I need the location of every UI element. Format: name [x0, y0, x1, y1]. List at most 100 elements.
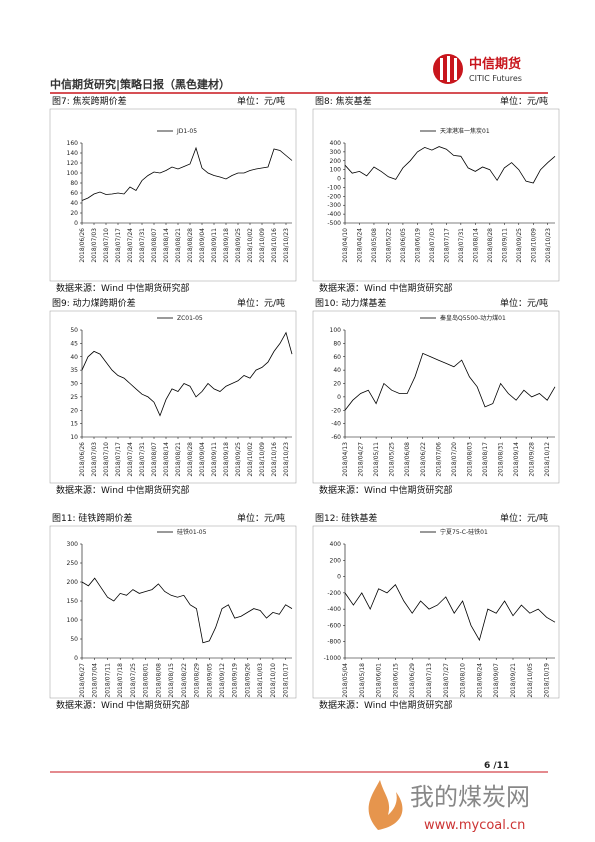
y-tick-label: 160	[67, 140, 79, 147]
x-tick-label: 2018/07/10	[103, 442, 110, 477]
figure-unit: 单位：元/吨	[237, 512, 285, 524]
x-tick-label: 2018/06/15	[392, 663, 399, 698]
x-tick-label: 2018/10/05	[527, 663, 534, 698]
y-tick-label: 35	[70, 367, 78, 374]
y-tick-label: -200	[327, 590, 341, 597]
x-tick-label: 2018/09/21	[510, 663, 517, 698]
x-tick-label: 2018/06/22	[420, 442, 427, 477]
x-tick-label: 2018/06/05	[400, 228, 407, 263]
x-tick-label: 2018/08/08	[155, 663, 162, 698]
y-tick-label: -60	[331, 434, 341, 441]
chart-frame	[49, 310, 297, 484]
x-tick-label: 2018/08/07	[151, 442, 158, 477]
x-tick-label: 2018/10/09	[530, 228, 537, 263]
x-tick-label: 2018/10/16	[271, 228, 278, 263]
y-tick-label: -1000	[324, 655, 342, 662]
y-tick-label: 20	[333, 381, 341, 388]
figure-unit: 单位：元/吨	[500, 297, 548, 309]
y-tick-label: 200	[67, 579, 79, 586]
logo	[433, 54, 463, 84]
x-tick-label: 2018/05/04	[342, 663, 349, 698]
x-tick-label: 2018/07/31	[139, 228, 146, 263]
chart-frame	[312, 525, 560, 699]
watermark-cn: 我的煤炭网	[410, 783, 530, 811]
x-tick-label: 2018/09/25	[516, 228, 523, 263]
legend-label: 秦皇岛Q5500-动力煤01	[440, 314, 506, 322]
figure-title: 图8: 焦炭基差	[315, 95, 372, 107]
watermark-url: www.mycoal.cn	[424, 818, 525, 833]
x-tick-label: 2018/04/10	[342, 228, 349, 263]
x-tick-label: 2018/06/26	[79, 228, 86, 263]
y-tick-label: 60	[70, 190, 78, 197]
x-tick-label: 2018/04/27	[358, 442, 365, 477]
figure-source: 数据来源：Wind 中信期货研究部	[56, 699, 189, 711]
x-tick-label: 2018/09/07	[493, 663, 500, 698]
x-tick-label: 2018/07/06	[435, 442, 442, 477]
x-tick-label: 2018/07/10	[103, 228, 110, 263]
data-line	[81, 331, 293, 417]
x-tick-label: 2018/06/01	[376, 663, 383, 698]
figure-title: 图7: 焦炭跨期价差	[52, 95, 127, 107]
x-tick-label: 2018/08/24	[476, 663, 483, 698]
x-tick-label: 2018/05/11	[373, 442, 380, 477]
y-tick-label: 40	[70, 354, 78, 361]
y-tick-label: 100	[330, 167, 342, 174]
x-tick-label: 2018/08/28	[187, 228, 194, 263]
chart-frame	[49, 108, 297, 282]
y-tick-label: -100	[327, 184, 341, 191]
x-tick-label: 2018/05/22	[385, 228, 392, 263]
y-tick-label: -800	[327, 639, 341, 646]
x-tick-label: 2018/04/13	[342, 442, 349, 477]
y-tick-label: 0	[74, 655, 78, 662]
x-tick-label: 2018/09/25	[235, 442, 242, 477]
x-tick-label: 2018/07/27	[443, 663, 450, 698]
x-tick-label: 2018/07/03	[91, 228, 98, 263]
x-tick-label: 2018/08/31	[498, 442, 505, 477]
y-tick-label: 0	[337, 176, 341, 183]
figure-unit: 单位：元/吨	[500, 95, 548, 107]
x-tick-label: 2018/08/14	[163, 442, 170, 477]
y-tick-label: 100	[67, 170, 79, 177]
x-tick-label: 2018/09/04	[199, 442, 206, 477]
y-tick-label: -40	[331, 421, 341, 428]
x-tick-label: 2018/07/17	[115, 442, 122, 477]
data-line	[81, 577, 293, 644]
legend-label: 天津港准一焦炭01	[440, 127, 490, 135]
y-tick-label: 45	[70, 340, 78, 347]
x-tick-label: 2018/08/03	[466, 442, 473, 477]
x-tick-label: 2018/10/09	[259, 442, 266, 477]
x-tick-label: 2018/05/08	[371, 228, 378, 263]
legend-label: JD1-05	[176, 128, 197, 135]
chart-frame	[312, 108, 560, 282]
x-tick-label: 2018/09/11	[211, 442, 218, 477]
y-tick-label: 100	[67, 617, 79, 624]
logo-en: CITIC Futures	[469, 74, 522, 83]
x-tick-label: 2018/08/17	[482, 442, 489, 477]
x-tick-label: 2018/10/16	[271, 442, 278, 477]
x-tick-label: 2018/07/25	[130, 663, 137, 698]
y-tick-label: 0	[337, 574, 341, 581]
y-tick-label: 50	[70, 636, 78, 643]
x-tick-label: 2018/09/28	[529, 442, 536, 477]
x-tick-label: 2018/10/19	[544, 663, 551, 698]
x-tick-label: 2018/08/14	[472, 228, 479, 263]
logo-stroke	[447, 56, 450, 82]
x-tick-label: 2018/07/24	[127, 442, 134, 477]
figure-title: 图9: 动力煤跨期价差	[52, 297, 136, 309]
y-tick-label: 20	[70, 210, 78, 217]
y-tick-label: 40	[70, 200, 78, 207]
x-tick-label: 2018/06/19	[414, 228, 421, 263]
y-tick-label: 20	[70, 407, 78, 414]
y-tick-label: 0	[337, 394, 341, 401]
x-tick-label: 2018/07/31	[458, 228, 465, 263]
y-tick-label: 150	[67, 598, 79, 605]
data-line	[344, 352, 556, 411]
figure-title: 图12: 硅铁基差	[315, 512, 377, 524]
x-tick-label: 2018/08/14	[163, 228, 170, 263]
header-title: 中信期货研究|策略日报（黑色建材）	[50, 77, 230, 91]
x-tick-label: 2018/09/18	[223, 228, 230, 263]
figure-source: 数据来源：Wind 中信期货研究部	[319, 282, 452, 294]
x-tick-label: 2018/06/08	[404, 442, 411, 477]
x-tick-label: 2018/09/05	[206, 663, 213, 698]
